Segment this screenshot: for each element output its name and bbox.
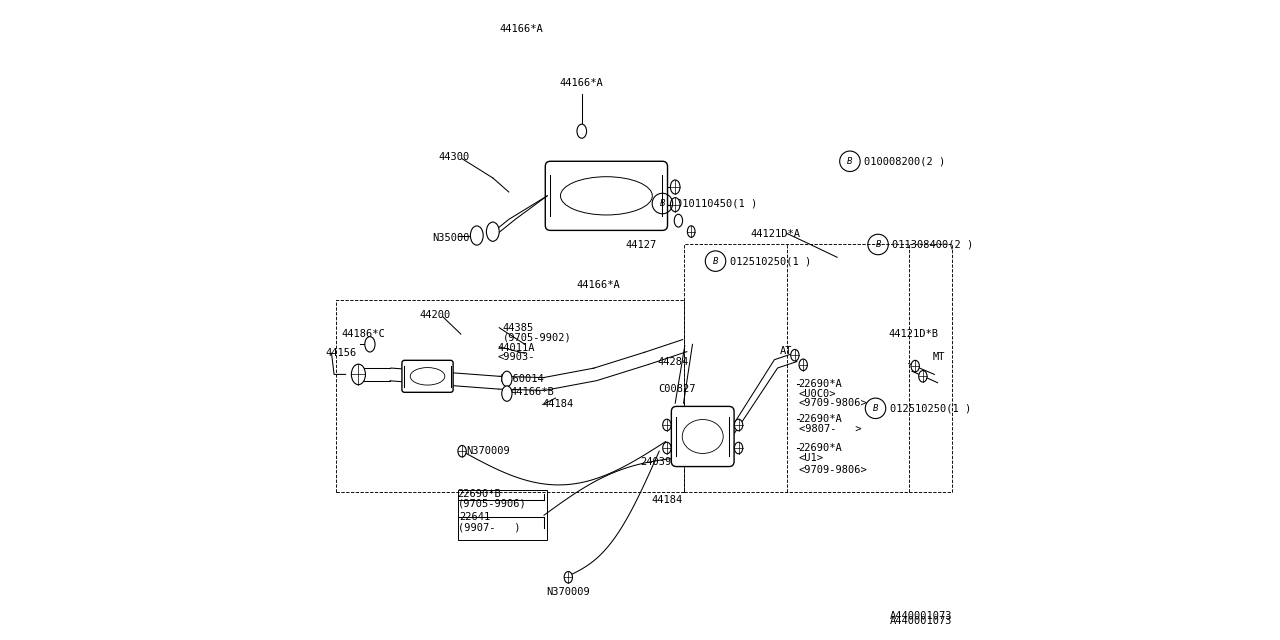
Text: 44300: 44300	[438, 152, 470, 162]
Text: 44166*A: 44166*A	[559, 77, 604, 88]
Text: MT: MT	[933, 352, 946, 362]
Text: 22641: 22641	[460, 512, 490, 522]
Text: <9903-: <9903-	[498, 352, 535, 362]
Text: 010110450(1 ): 010110450(1 )	[677, 198, 758, 209]
Text: AT: AT	[780, 346, 792, 356]
Ellipse shape	[502, 371, 512, 387]
Text: <9807-   >: <9807- >	[799, 424, 861, 434]
Text: B: B	[713, 257, 718, 266]
Text: B: B	[659, 199, 666, 208]
Ellipse shape	[486, 222, 499, 241]
Ellipse shape	[671, 180, 680, 194]
Text: 012510250(1 ): 012510250(1 )	[890, 403, 970, 413]
Text: <U1>: <U1>	[799, 452, 824, 463]
Ellipse shape	[663, 442, 671, 454]
Ellipse shape	[735, 442, 742, 454]
Text: 44284: 44284	[658, 356, 689, 367]
Text: B: B	[847, 157, 852, 166]
Text: 44156: 44156	[325, 348, 356, 358]
Ellipse shape	[458, 445, 466, 457]
Ellipse shape	[675, 214, 682, 227]
Text: 44121D*B: 44121D*B	[888, 329, 938, 339]
Text: M660014: M660014	[500, 374, 544, 384]
Text: 44184: 44184	[652, 495, 682, 506]
Text: N350001: N350001	[433, 233, 476, 243]
Text: 011308400(2 ): 011308400(2 )	[892, 239, 973, 250]
Text: A440001073: A440001073	[890, 616, 952, 626]
Text: 44011A: 44011A	[498, 342, 535, 353]
Text: 44186*C: 44186*C	[340, 329, 385, 339]
Ellipse shape	[351, 364, 366, 385]
Text: B: B	[876, 240, 881, 249]
Text: (9907-   ): (9907- )	[458, 523, 520, 533]
Text: N370009: N370009	[466, 446, 509, 456]
Ellipse shape	[365, 337, 375, 352]
Text: A440001073: A440001073	[890, 611, 952, 621]
Ellipse shape	[671, 198, 680, 212]
Text: C00827: C00827	[658, 384, 695, 394]
Text: <9709-9806>: <9709-9806>	[799, 398, 868, 408]
Text: 44127: 44127	[626, 240, 657, 250]
Text: 44121D*A: 44121D*A	[750, 228, 800, 239]
Text: B: B	[873, 404, 878, 413]
Text: 010008200(2 ): 010008200(2 )	[864, 156, 945, 166]
Text: 44166*A: 44166*A	[499, 24, 544, 34]
Text: 22690*A: 22690*A	[799, 443, 842, 453]
Text: (9705-9906): (9705-9906)	[458, 499, 526, 509]
Ellipse shape	[799, 359, 808, 371]
Ellipse shape	[564, 572, 572, 583]
Ellipse shape	[687, 226, 695, 237]
Text: 44166*B: 44166*B	[511, 387, 554, 397]
Text: 44385: 44385	[502, 323, 534, 333]
Text: <U0C0>: <U0C0>	[799, 388, 836, 399]
Text: 44200: 44200	[420, 310, 451, 320]
Text: 44184: 44184	[543, 399, 573, 410]
Ellipse shape	[502, 386, 512, 401]
Ellipse shape	[663, 419, 671, 431]
Bar	[458, 490, 548, 540]
Ellipse shape	[919, 371, 927, 382]
FancyBboxPatch shape	[545, 161, 668, 230]
Text: 22690*A: 22690*A	[799, 379, 842, 389]
Text: 22690*A: 22690*A	[799, 414, 842, 424]
Text: 24039: 24039	[640, 457, 671, 467]
Ellipse shape	[735, 419, 742, 431]
Text: (9705-9902): (9705-9902)	[502, 332, 571, 342]
Text: 22690*B: 22690*B	[458, 489, 502, 499]
FancyBboxPatch shape	[671, 406, 735, 467]
Text: <9709-9806>: <9709-9806>	[799, 465, 868, 476]
FancyBboxPatch shape	[402, 360, 453, 392]
Text: N370009: N370009	[547, 587, 590, 597]
Ellipse shape	[791, 349, 799, 361]
Ellipse shape	[471, 226, 484, 245]
Ellipse shape	[577, 124, 586, 138]
Text: 012510250(1 ): 012510250(1 )	[730, 256, 810, 266]
Text: 44166*A: 44166*A	[576, 280, 620, 290]
Ellipse shape	[911, 360, 919, 372]
